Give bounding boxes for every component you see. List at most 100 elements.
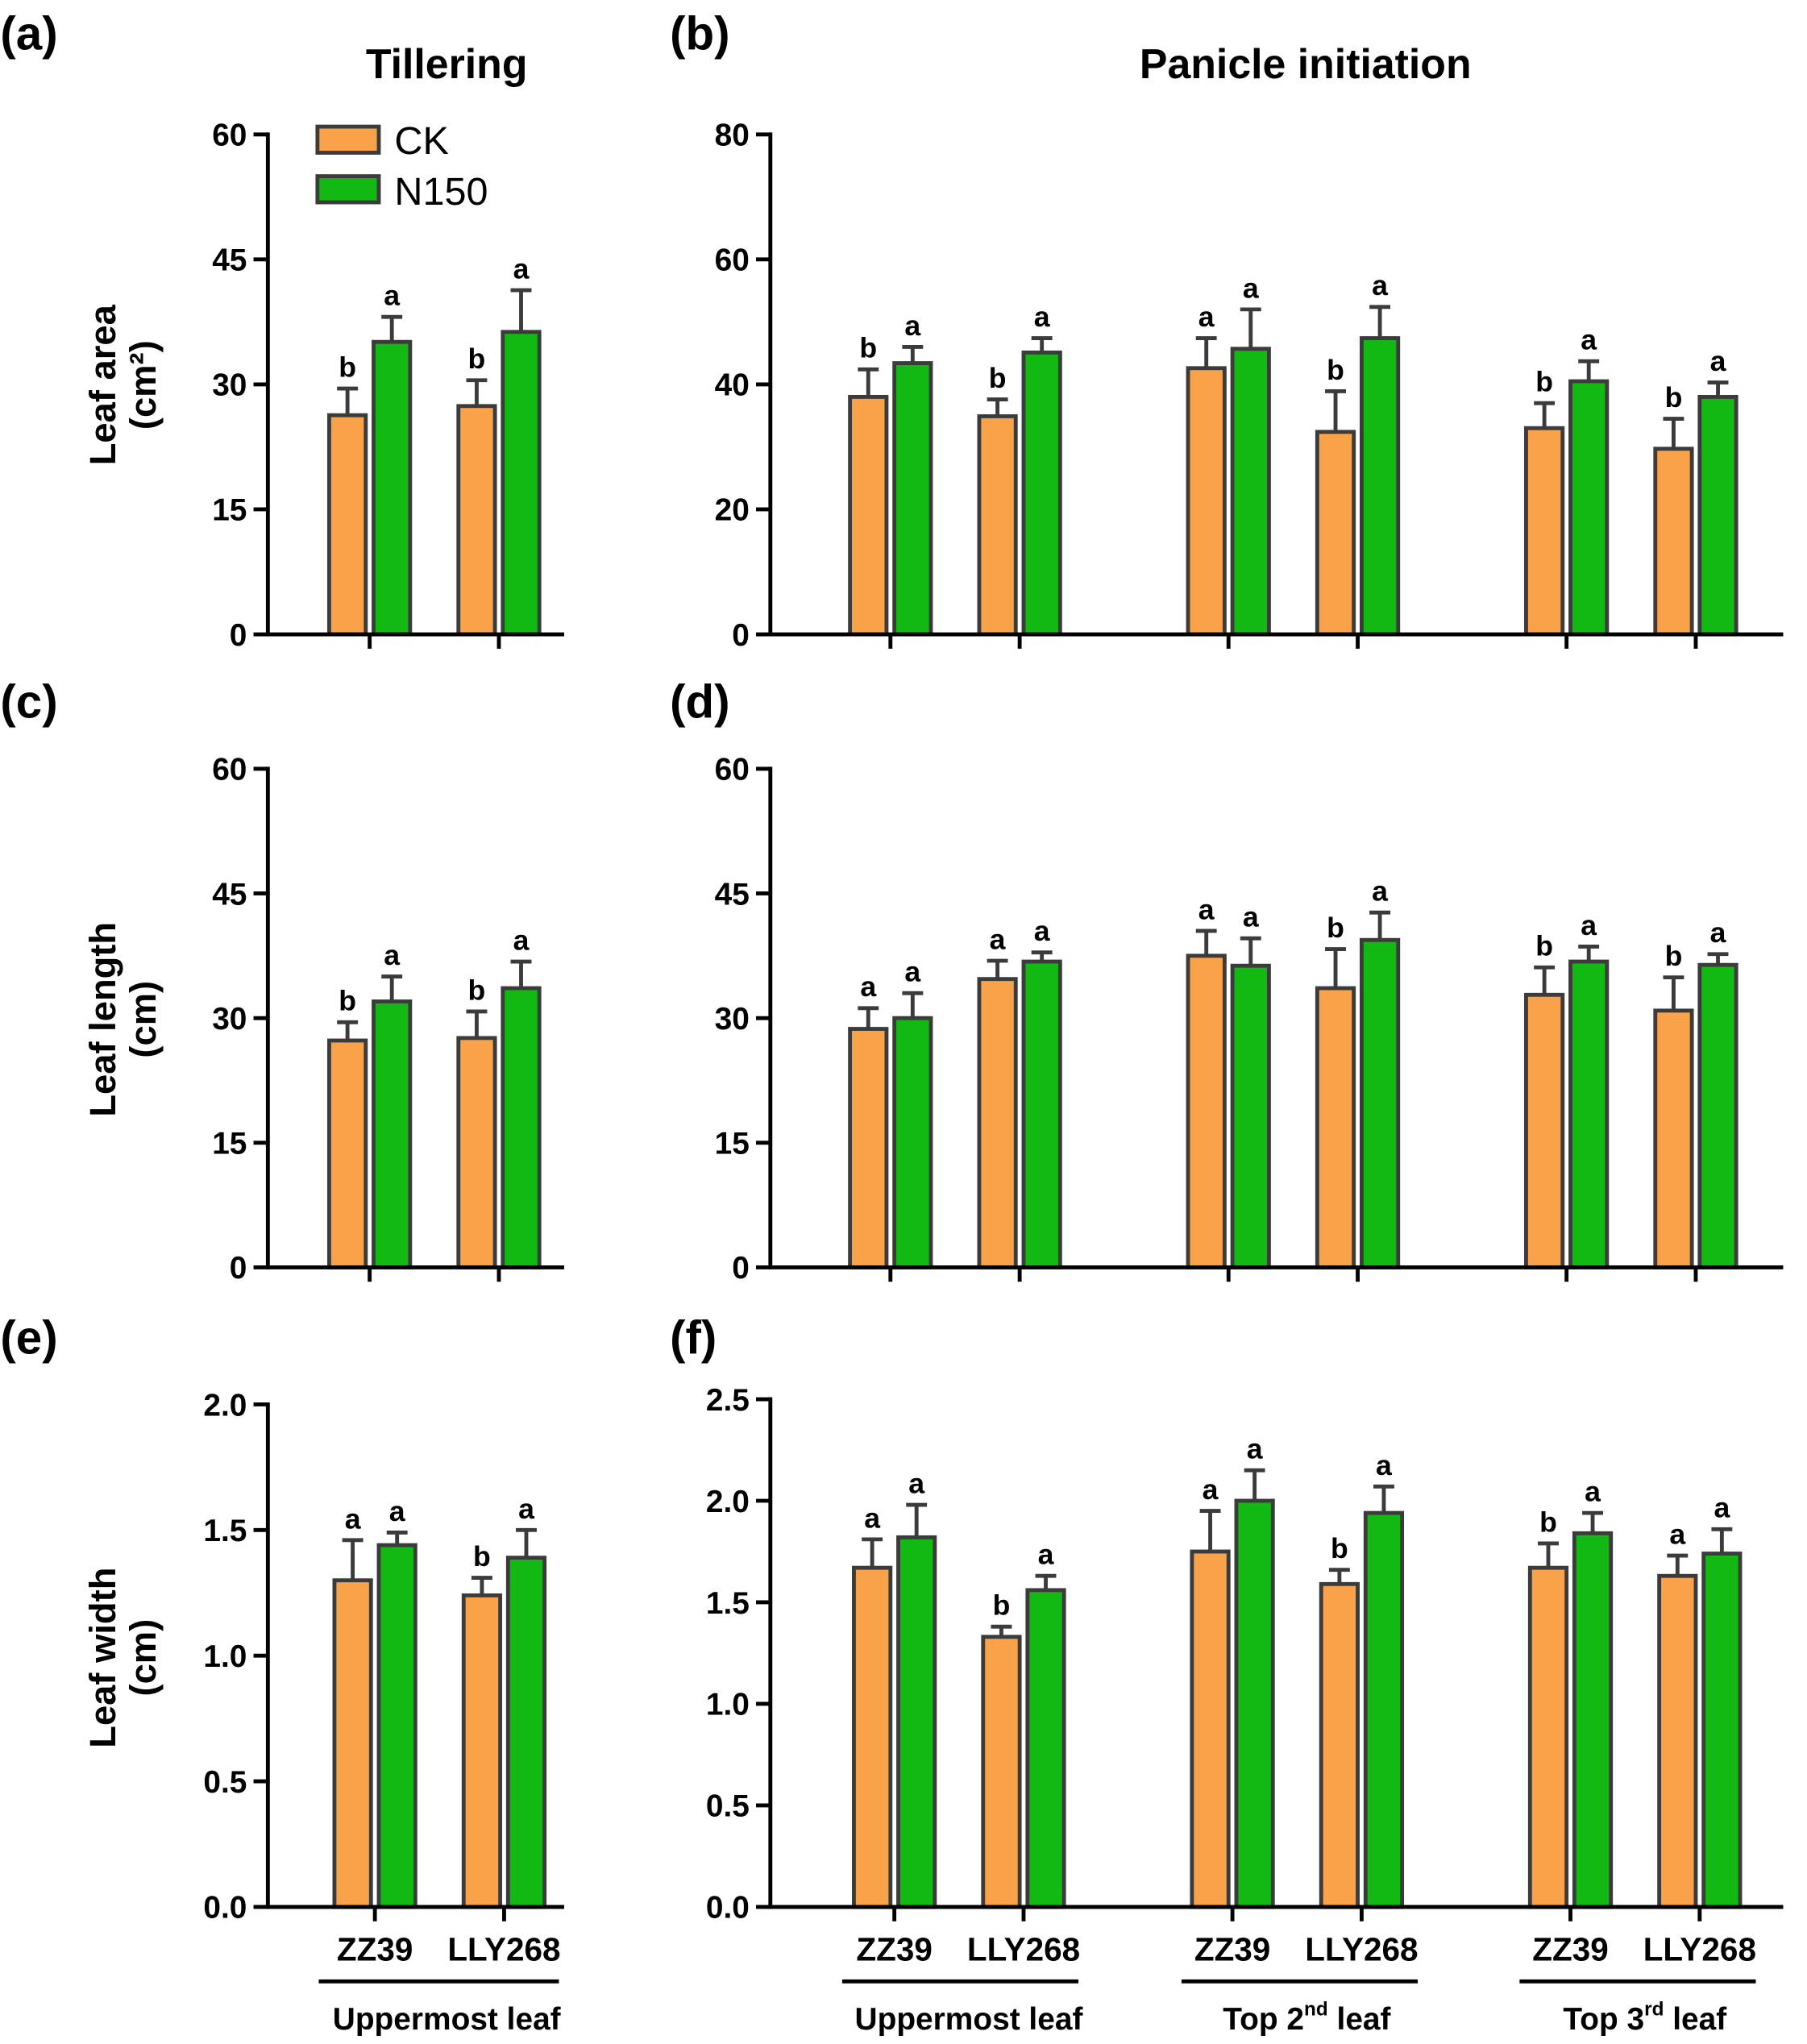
bar-ck-1 [461, 1593, 503, 1909]
significance-letter: a [1372, 875, 1389, 908]
legend: CK N150 [315, 119, 488, 214]
y-tick-label: 0 [230, 618, 247, 653]
group-label-superscript: nd [1304, 1998, 1328, 2020]
significance-letter: a [1714, 1492, 1730, 1524]
group-label-text: Top 2 [1223, 2002, 1304, 2037]
significance-letter: a [513, 924, 530, 956]
bar-n150-4 [1568, 959, 1610, 1269]
significance-letter: a [1372, 269, 1389, 301]
significance-letter: a [1581, 324, 1597, 356]
stage-title: Panicle initiation [1140, 40, 1472, 87]
significance-letter: a [384, 939, 401, 971]
y-tick-label: 0.5 [203, 1765, 247, 1800]
y-tick-label: 15 [212, 1127, 247, 1161]
bar-n150-5 [1697, 962, 1738, 1269]
significance-letter: b [468, 974, 486, 1006]
y-tick-label: 60 [212, 118, 247, 153]
group-label-text: Uppermost leaf [855, 2002, 1084, 2037]
y-tick-label: 2.0 [203, 1388, 247, 1423]
x-category-label: LLY268 [1643, 1930, 1756, 1967]
y-tick-label: 1.0 [203, 1639, 247, 1674]
y-tick-label: 80 [715, 118, 750, 153]
y-tick-label: 1.5 [203, 1514, 247, 1548]
legend-label-ck: CK [394, 119, 448, 163]
y-tick-label: 0 [732, 618, 750, 653]
y-tick-label: 45 [212, 243, 247, 278]
panel-a: (a) Tillering Leaf area (cm²) b b a a 0 15 30 45 60 [0, 8, 564, 653]
significance-letter: b [1535, 366, 1553, 398]
y-tick-label: 30 [212, 368, 247, 403]
y-tick-label: 45 [212, 877, 247, 912]
bar-n150-2 [1230, 963, 1271, 1269]
bar-n150-1 [1021, 350, 1062, 637]
group-label-tail: leaf [1328, 2002, 1392, 2037]
bar-n150-4 [1572, 1531, 1614, 1909]
panel-label: (a) [0, 8, 57, 60]
bar-ck-3 [1315, 430, 1356, 637]
group-label-tail: leaf [1664, 2002, 1727, 2037]
significance-letter: a [513, 253, 530, 285]
bar-ck-1 [456, 404, 497, 637]
bar-ck-1 [456, 1036, 497, 1269]
bar-ck-5 [1657, 1573, 1698, 1909]
x-category-label: ZZ39 [1532, 1930, 1608, 1967]
significance-letter: a [1243, 272, 1260, 304]
stage-title: Tillering [366, 40, 528, 87]
significance-letter: a [1034, 301, 1051, 333]
significance-letter: a [908, 1467, 925, 1499]
y-tick-label: 20 [715, 493, 750, 528]
bar-ck-0 [848, 1027, 889, 1269]
group-label-superscript: rd [1644, 1998, 1664, 2020]
bar-n150-0 [892, 1016, 933, 1269]
bar-ck-3 [1315, 986, 1356, 1269]
significance-letter: a [1038, 1539, 1055, 1571]
bar-ck-0 [848, 394, 889, 637]
panel-label: (b) [670, 8, 729, 60]
bar-ck-0 [327, 413, 368, 637]
bar-ck-3 [1319, 1581, 1360, 1909]
y-axis-label: Leaf length [82, 922, 123, 1117]
significance-letter: a [1669, 1518, 1686, 1550]
significance-letter: a [1581, 909, 1597, 941]
bar-n150-3 [1359, 336, 1401, 637]
y-tick-label: 2.0 [706, 1485, 750, 1519]
bar-ck-1 [977, 414, 1018, 637]
y-tick-label: 15 [715, 1127, 750, 1161]
bar-n150-5 [1701, 1552, 1743, 1909]
y-tick-label: 60 [715, 243, 750, 278]
significance-letter: a [1247, 1433, 1264, 1465]
significance-letter: b [1327, 912, 1344, 944]
panel-label: (d) [670, 676, 729, 729]
significance-letter: a [1243, 901, 1260, 933]
y-tick-label: 0.0 [203, 1891, 247, 1926]
y-tick-label: 15 [212, 493, 247, 528]
bar-n150-2 [1230, 347, 1271, 637]
bar-ck-2 [1186, 953, 1227, 1269]
significance-letter: b [339, 985, 356, 1017]
bar-n150-1 [505, 1556, 547, 1909]
y-axis-label: Leaf width [82, 1568, 123, 1748]
panel-label: (f) [670, 1311, 717, 1364]
group-label: Uppermost leaf [333, 2002, 562, 2037]
significance-letter: b [1327, 354, 1344, 386]
legend-label-n150: N150 [394, 170, 488, 214]
group-label-text: Uppermost leaf [333, 2002, 562, 2037]
significance-letter: a [1203, 1473, 1219, 1506]
y-axis-label: Leaf area [82, 304, 123, 465]
significance-letter: b [1665, 940, 1683, 972]
significance-letter: a [518, 1493, 535, 1525]
bar-ck-0 [332, 1578, 373, 1909]
significance-letter: b [339, 351, 356, 384]
bar-n150-4 [1568, 379, 1610, 637]
group-label-text: Top 3 [1563, 2002, 1644, 2037]
significance-letter: a [384, 280, 401, 312]
significance-letter: a [990, 923, 1007, 955]
y-tick-label: 30 [212, 1002, 247, 1037]
y-tick-label: 40 [715, 368, 750, 403]
significance-letter: b [1665, 381, 1683, 413]
y-tick-label: 0 [732, 1251, 750, 1286]
